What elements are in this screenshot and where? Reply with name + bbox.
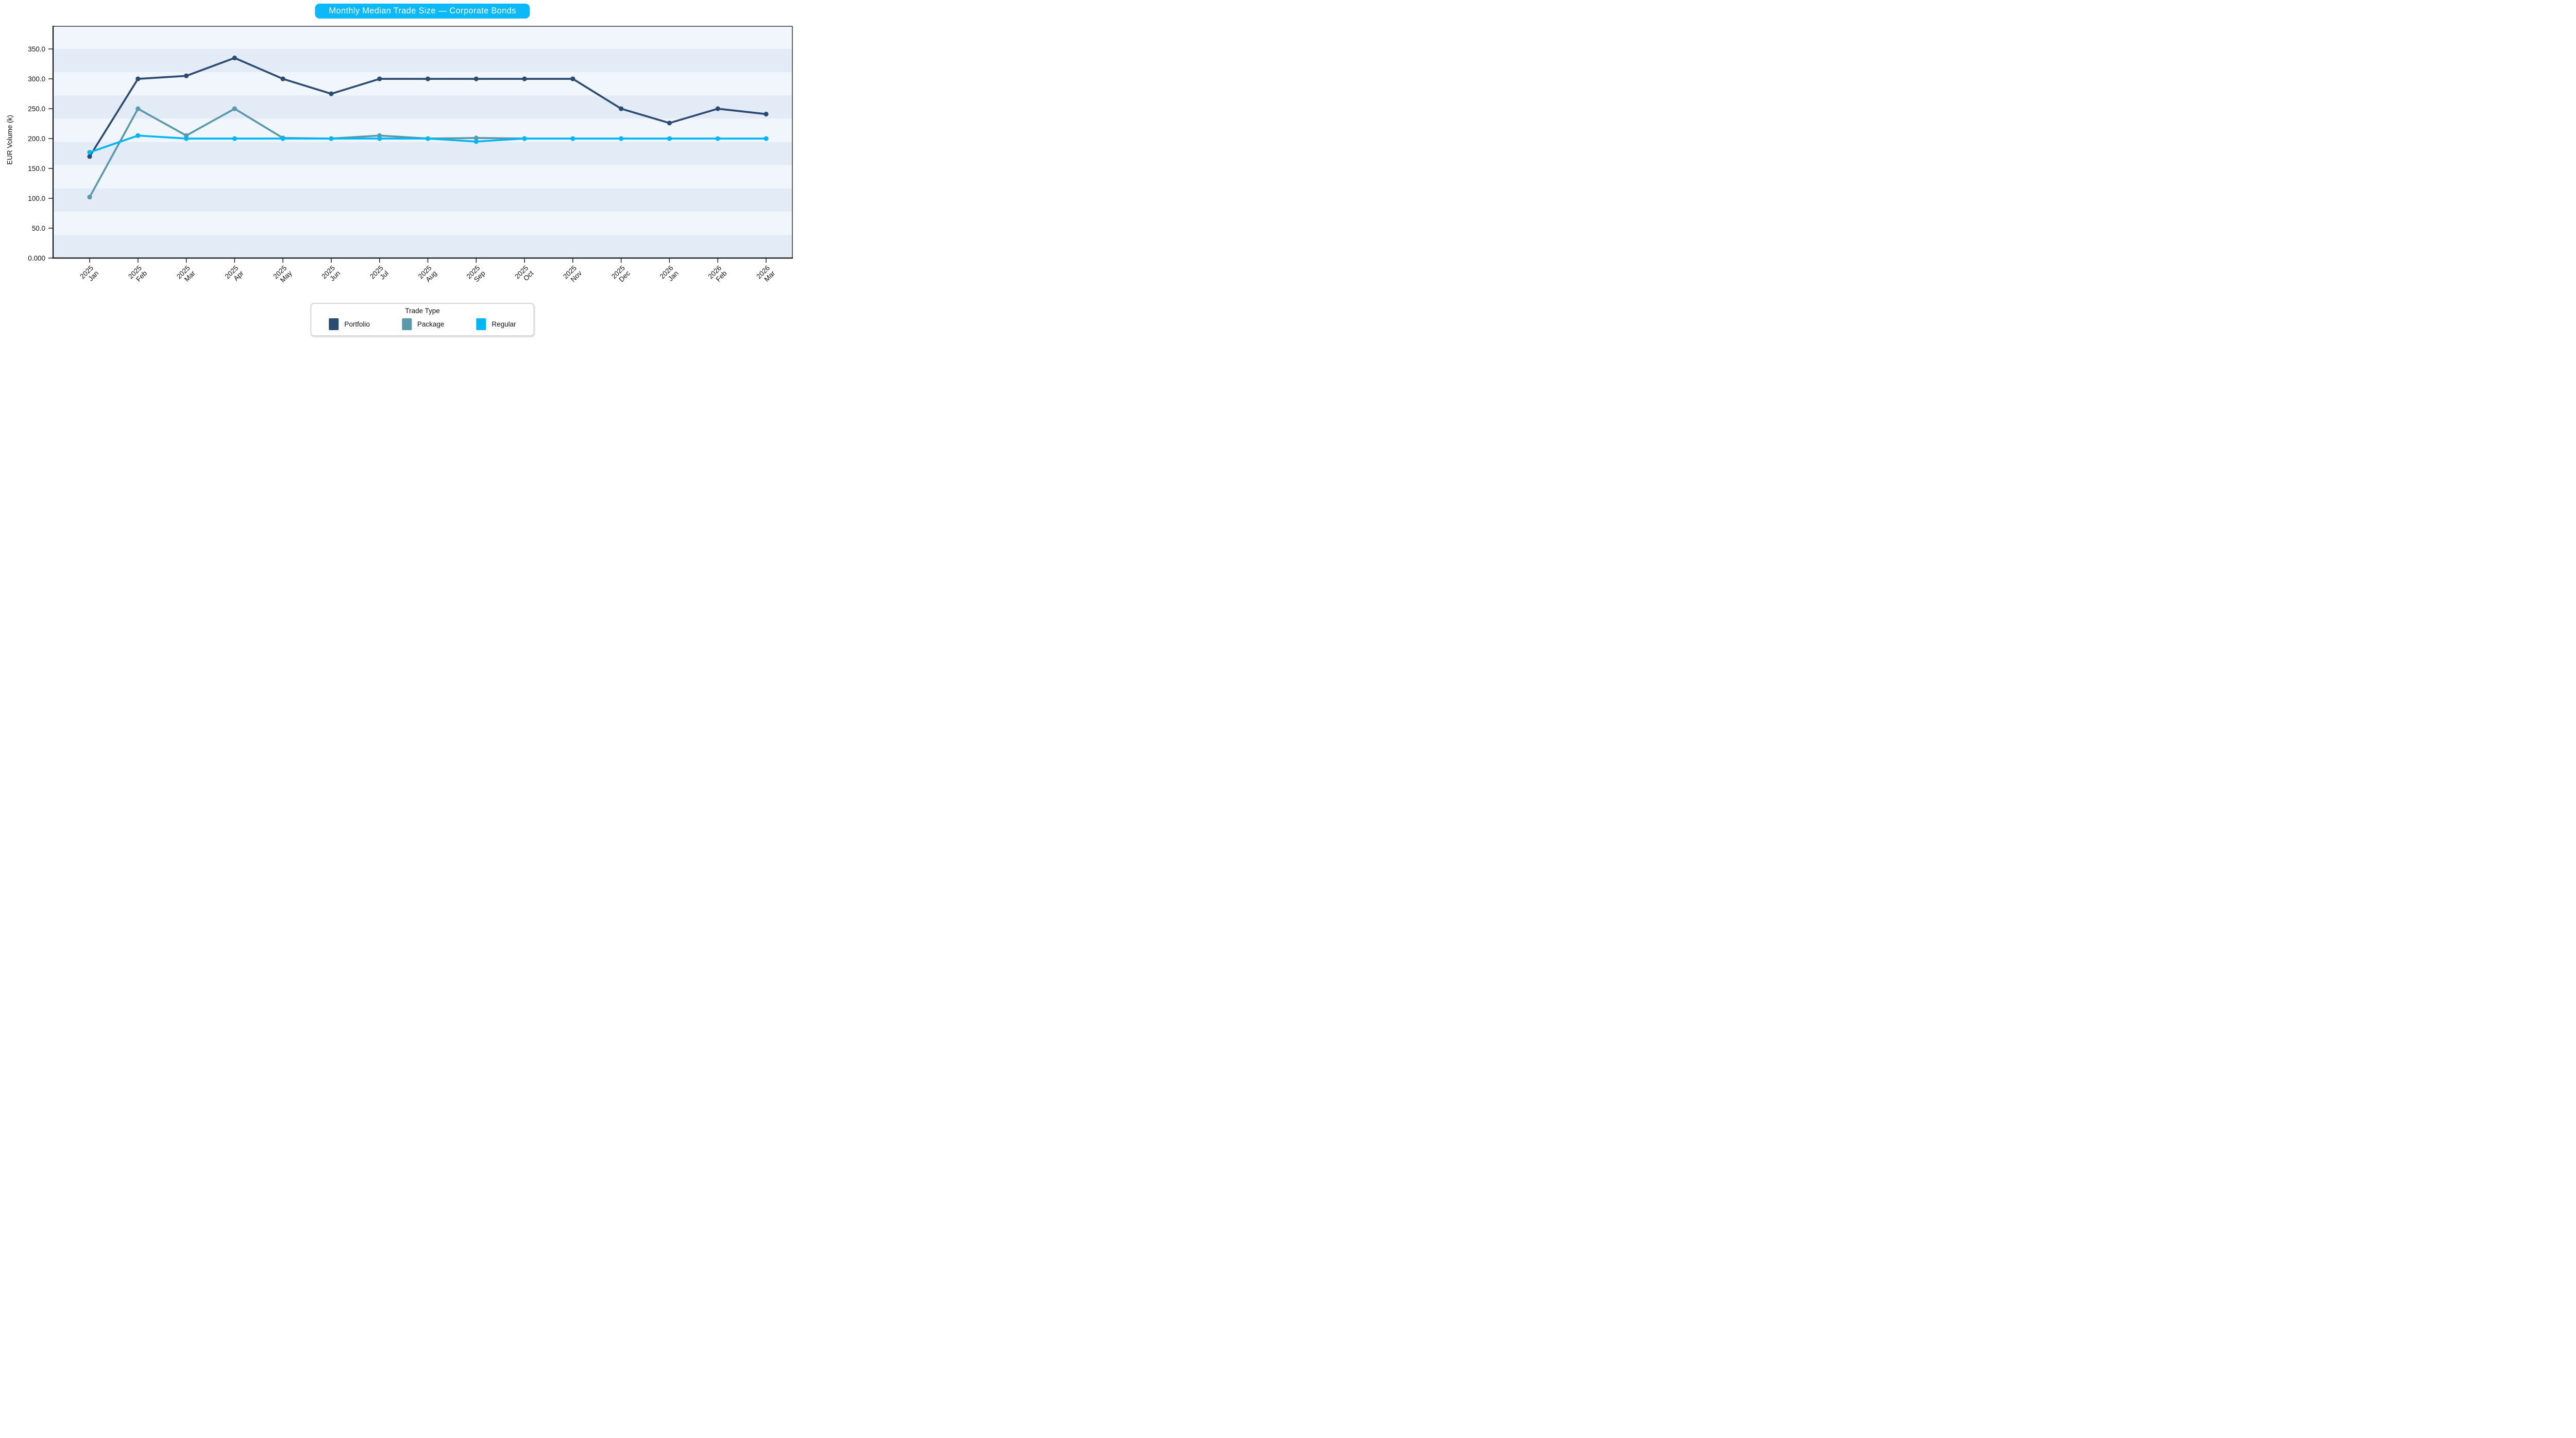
data-point-regular <box>183 136 189 141</box>
legend-title: Trade Type <box>405 307 440 315</box>
x-tick-label: 2025Nov <box>562 264 583 285</box>
data-point-regular <box>715 136 720 141</box>
legend-item-package: Package <box>401 318 445 330</box>
data-point-regular <box>87 150 92 155</box>
data-point-regular <box>667 136 672 141</box>
legend-swatch-regular-icon <box>476 318 486 330</box>
figure: Monthly Median Trade Size — Corporate Bo… <box>0 0 807 343</box>
chart-title: Monthly Median Trade Size — Corporate Bo… <box>315 4 530 19</box>
x-tick-label: 2025Mar <box>175 264 197 285</box>
data-point-portfolio <box>377 76 382 81</box>
x-tick-label: 2025Apr <box>224 264 245 285</box>
data-point-portfolio <box>87 154 92 159</box>
data-point-portfolio <box>715 106 720 111</box>
data-point-regular <box>329 136 334 141</box>
data-point-regular <box>425 136 431 141</box>
legend-swatch-portfolio-icon <box>329 318 339 330</box>
legend-item-regular: Regular <box>476 318 516 330</box>
x-tick-label: 2025Jun <box>320 264 342 286</box>
x-tick-label: 2025Aug <box>417 264 438 286</box>
legend: Trade Type Portfolio Package Regular <box>310 303 535 336</box>
x-tick-label: 2026Feb <box>706 264 728 286</box>
data-point-portfolio <box>425 76 431 81</box>
data-point-regular <box>232 136 237 141</box>
data-point-regular <box>522 136 527 141</box>
data-point-regular <box>280 136 285 141</box>
series-regular <box>87 133 769 155</box>
legend-label-package: Package <box>417 320 445 328</box>
x-tick-label: 2025Feb <box>127 264 148 286</box>
legend-item-portfolio: Portfolio <box>329 318 370 330</box>
y-tick-label: 100.0 <box>28 195 45 202</box>
data-point-package <box>135 106 141 111</box>
x-tick-label: 2025May <box>272 264 293 285</box>
data-point-regular <box>570 136 575 141</box>
data-point-portfolio <box>522 76 527 81</box>
y-tick-label: 0.000 <box>28 254 45 262</box>
data-point-portfolio <box>329 91 334 96</box>
x-tick-label: 2025Dec <box>610 264 632 285</box>
series-portfolio <box>87 55 769 159</box>
x-tick-label: 2025Oct <box>513 264 535 285</box>
legend-swatch-package-icon <box>401 318 412 330</box>
data-point-regular <box>619 136 624 141</box>
x-tick-label: 2025Sep <box>465 264 487 286</box>
x-tick-label: 2026Mar <box>755 264 776 285</box>
x-tick-label: 2025Jan <box>78 264 100 286</box>
legend-items: Portfolio Package Regular <box>329 318 516 330</box>
x-tick-label: 2025Jul <box>368 264 390 286</box>
legend-label-regular: Regular <box>492 320 516 328</box>
data-point-regular <box>135 133 141 138</box>
y-tick-label: 350.0 <box>28 45 45 53</box>
data-point-portfolio <box>764 111 769 117</box>
data-point-package <box>473 135 479 141</box>
data-point-portfolio <box>667 121 672 126</box>
data-point-package <box>232 106 237 111</box>
legend-label-portfolio: Portfolio <box>344 320 370 328</box>
data-point-portfolio <box>183 73 189 78</box>
plot-background <box>53 26 792 258</box>
y-tick-label: 250.0 <box>28 105 45 113</box>
data-point-portfolio <box>135 76 141 81</box>
y-tick-label: 50.0 <box>32 225 45 232</box>
data-point-regular <box>377 136 382 141</box>
data-point-regular <box>764 136 769 141</box>
y-tick-label: 300.0 <box>28 75 45 83</box>
x-tick-label: 2026Jan <box>658 264 680 286</box>
data-point-package <box>87 195 92 200</box>
data-point-regular <box>473 139 479 144</box>
data-point-portfolio <box>280 76 285 81</box>
y-axis-label: EUR Volume (k) <box>6 115 14 165</box>
data-point-portfolio <box>232 55 237 61</box>
data-point-portfolio <box>570 76 575 81</box>
y-tick-label: 200.0 <box>28 135 45 143</box>
plot-spines <box>52 26 793 259</box>
chart-canvas: 0.000 50.0 100.0 150.0 200.0 250.0 300.0 350.0 2… <box>28 26 793 286</box>
data-point-portfolio <box>619 106 624 111</box>
data-point-portfolio <box>473 76 479 81</box>
y-tick-label: 150.0 <box>28 165 45 173</box>
